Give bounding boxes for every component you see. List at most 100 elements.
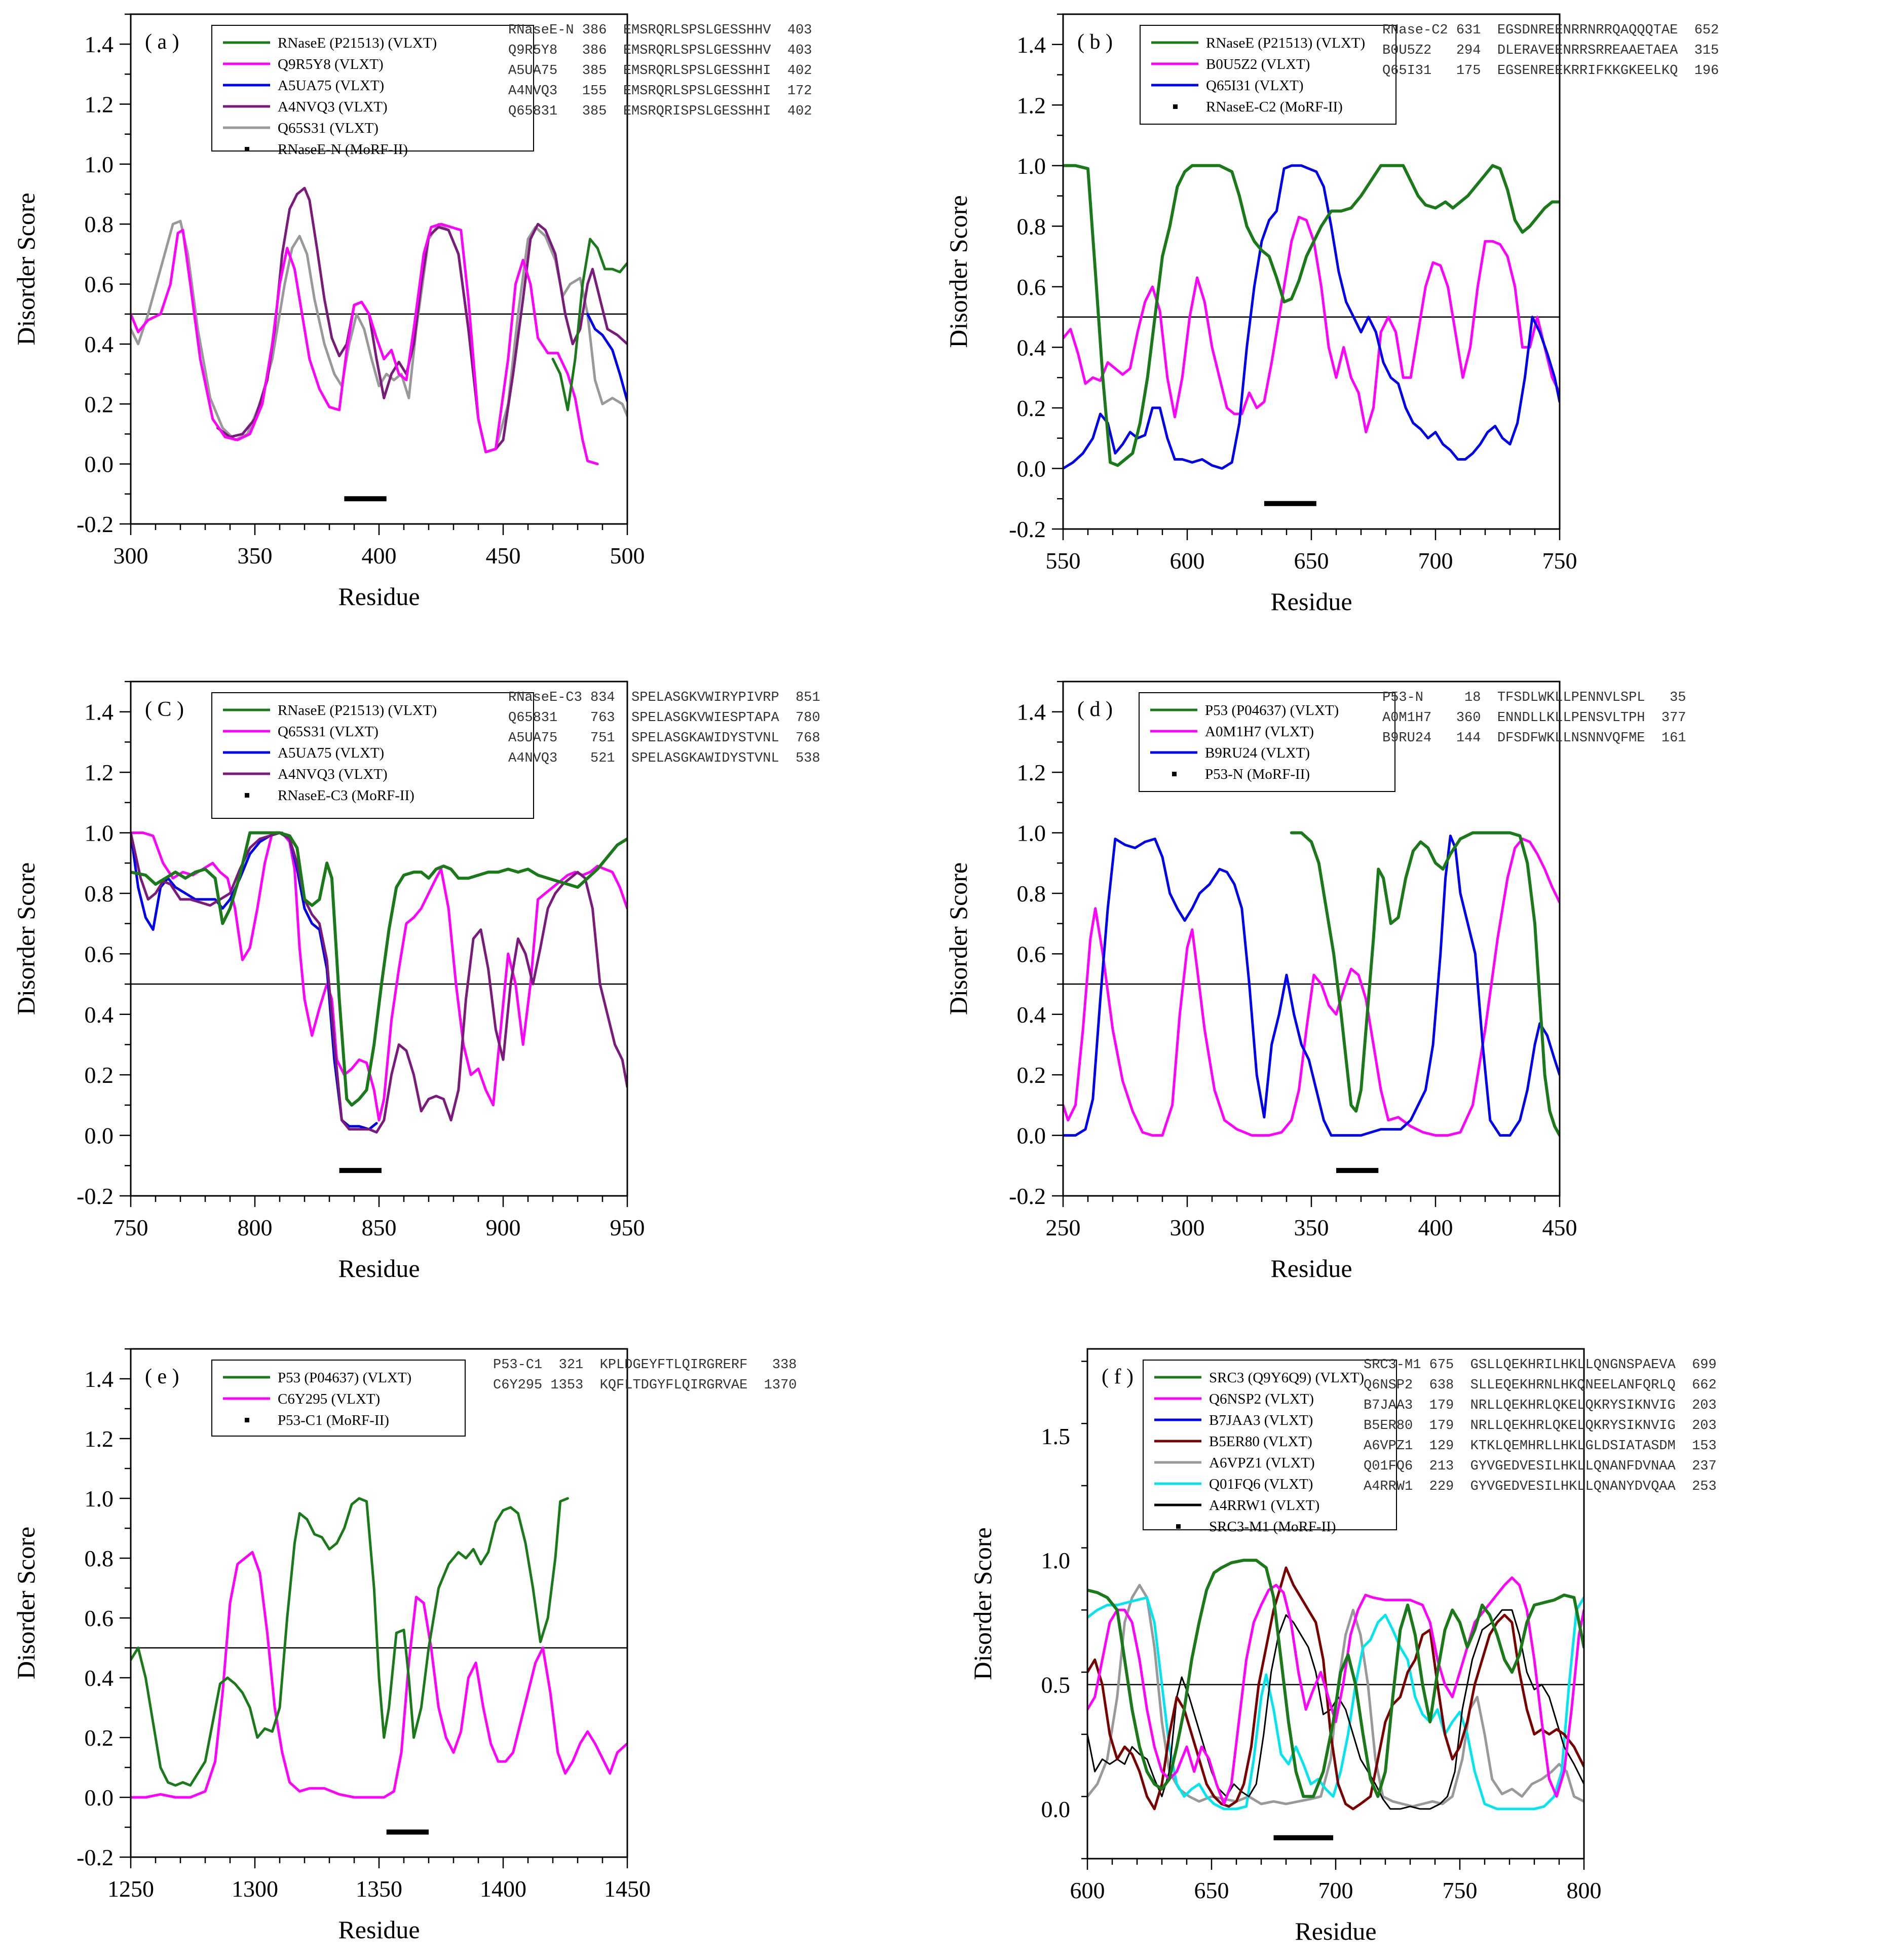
legend-item: A4NVQ3 (VLXT) (278, 99, 388, 115)
x-tick-label: 500 (610, 543, 645, 569)
x-tick-label: 1350 (356, 1876, 402, 1902)
legend-item: A4RRW1 (VLXT) (1209, 1497, 1319, 1514)
y-axis-title: Disorder Score (944, 862, 972, 1015)
y-tick-label: 0.4 (1017, 1002, 1046, 1028)
panel-label: ( a ) (145, 30, 179, 54)
y-tick-label: 0.8 (85, 881, 114, 907)
y-tick-label: 1.0 (85, 820, 114, 846)
x-axis-title: Residue (1270, 1254, 1352, 1283)
legend-item: A6VPZ1 (VLXT) (1209, 1455, 1315, 1471)
series-line-1 (1087, 1596, 1584, 1811)
y-axis-title: Disorder Score (968, 1527, 997, 1680)
legend-marker (1176, 1524, 1181, 1529)
y-tick-label: 0.6 (85, 1605, 114, 1631)
sequence-line: C6Y295 1353 KQFLTDGYFLQIRGRVAE 1370 (493, 1378, 797, 1393)
x-tick-label: 750 (1542, 548, 1577, 574)
legend-item: B5ER80 (VLXT) (1209, 1434, 1312, 1450)
sequence-line: Q01FQ6 213 GYVGEDVESILHKLLQNANFDVNAA 237 (1364, 1459, 1717, 1474)
series-line-2 (131, 832, 627, 1134)
legend: P53 (P04637) (VLXT) C6Y295 (VLXT) P53-C1 (… (211, 1360, 466, 1437)
x-tick-label: 350 (1294, 1215, 1329, 1240)
y-tick-label: 1.4 (85, 31, 114, 57)
series-group (131, 831, 627, 1134)
legend: P53 (P04637) (VLXT) A0M1H7 (VLXT) B9RU24 (… (1139, 692, 1395, 792)
y-tick-label: -0.2 (1009, 516, 1046, 542)
legend-item: RNaseE (P21513) (VLXT) (278, 702, 437, 719)
legend-item: P53 (P04637) (VLXT) (278, 1370, 411, 1386)
series-group (131, 186, 627, 466)
legend: RNaseE (P21513) (VLXT) B0U5Z2 (VLXT) Q65I3… (1140, 25, 1396, 125)
series-group (1063, 831, 1560, 1137)
legend-item: SRC3-M1 (MoRF-II) (1209, 1519, 1336, 1535)
legend-item: A5UA75 (VLXT) (278, 78, 384, 94)
chart-panel-a: 300 350 400 450 500 -0.2 0.0 0.2 0.4 0.6 0.8 1.0 1.2… (12, 13, 812, 611)
legend-item: P53-C1 (MoRF-II) (278, 1412, 389, 1428)
y-tick-label: 0.0 (85, 451, 114, 477)
y-tick-label: 0.0 (1017, 456, 1046, 481)
y-axis-title: Disorder Score (12, 1527, 40, 1679)
x-axis-title: Residue (1270, 587, 1352, 616)
y-tick-label: 1.2 (85, 760, 114, 785)
chart-panel-c: 750 800 850 900 950 -0.2 0.0 0.2 0.4 0.6 0.8 1.0 1.2… (12, 681, 820, 1283)
x-tick-label: 900 (486, 1215, 521, 1240)
sequence-line: A4RRW1 229 GYVGEDVESILHKLLQNANYDVQAA 253 (1364, 1479, 1717, 1494)
legend: RNaseE (P21513) (VLXT) Q65S31 (VLXT) A5UA7… (211, 692, 534, 819)
x-tick-label: 450 (1542, 1215, 1577, 1240)
series-line-3 (131, 831, 627, 1107)
y-tick-label: 1.4 (1017, 32, 1046, 58)
chart-panel-b: 550 600 650 700 750 -0.2 0.0 0.2 0.4 0.6 0.8 1.0 1.2… (944, 13, 1719, 616)
x-tick-label: 300 (114, 543, 148, 569)
sequence-line: SRC3-M1 675 GSLLQEKHRILHKLLQNGNSPAEVA 69… (1364, 1358, 1717, 1373)
y-tick-label: 1.2 (85, 1426, 114, 1452)
x-tick-label: 800 (238, 1215, 273, 1240)
y-tick-label: 0.5 (1041, 1672, 1071, 1698)
legend-marker (245, 147, 249, 152)
x-tick-label: 300 (1170, 1215, 1205, 1240)
series-line-4 (551, 238, 627, 411)
sequence-line: A0M1H7 360 ENNDLLKLLPENSVLTPH 377 (1382, 710, 1686, 726)
panel-label: ( f ) (1102, 1365, 1134, 1388)
x-tick-label: 700 (1418, 548, 1453, 574)
x-tick-label: 400 (1418, 1215, 1453, 1240)
chart-panel-f: 600 650 700 750 800 0.0 0.5 1.0 1.5 Residue Disord… (968, 1348, 1717, 1945)
legend-item: Q01FQ6 (VLXT) (1209, 1476, 1313, 1492)
sequence-line: Q6NSP2 638 SLLEQEKHRNLHKQNEELANFQRLQ 662 (1364, 1378, 1717, 1393)
x-tick-label: 650 (1194, 1877, 1229, 1903)
x-tick-label: 850 (362, 1215, 397, 1240)
series-line-4 (1087, 1576, 1584, 1805)
sequence-line: B5ER80 179 NRLLQEKHRLQKELQKRYSIKNVIG 203 (1364, 1418, 1717, 1434)
x-tick-label: 800 (1567, 1877, 1602, 1903)
legend-box (211, 692, 534, 819)
x-tick-label: 1300 (232, 1876, 278, 1902)
x-tick-label: 600 (1070, 1877, 1105, 1903)
y-tick-label: 1.4 (1017, 699, 1046, 725)
x-tick-label: 250 (1046, 1215, 1081, 1240)
legend-item: B9RU24 (VLXT) (1205, 745, 1310, 761)
series-line-1 (1063, 835, 1560, 1137)
legend: RNaseE (P21513) (VLXT) Q9R5Y8 (VLXT) A5UA7… (211, 25, 534, 158)
legend-item: RNaseE (P21513) (VLXT) (1206, 35, 1365, 51)
x-tick-label: 650 (1294, 548, 1329, 574)
series-line-3 (586, 313, 627, 402)
series-line-1 (131, 1497, 569, 1787)
y-tick-label: 0.4 (1017, 334, 1046, 360)
sequence-line: B9RU24 144 DFSDFWKLLNSNNVQFME 161 (1382, 731, 1686, 746)
x-tick-label: 350 (238, 543, 273, 569)
y-tick-label: 0.8 (85, 1546, 114, 1571)
y-tick-label: 0.4 (85, 331, 114, 357)
chart-panel-d: 250 300 350 400 450 -0.2 0.0 0.2 0.4 0.6 0.8 1.0 1.2… (944, 681, 1686, 1283)
x-axis-title: Residue (1295, 1917, 1376, 1945)
sequence-line: Q65831 385 EMSRQRISPSLGESSHHI 402 (508, 104, 812, 119)
y-tick-label: 0.2 (85, 391, 114, 417)
series-group (131, 1497, 627, 1799)
y-tick-label: 0.2 (85, 1725, 114, 1751)
legend-item: P53-N (MoRF-II) (1205, 766, 1310, 782)
y-tick-label: 0.6 (1017, 274, 1046, 300)
x-tick-label: 600 (1170, 548, 1205, 574)
y-tick-label: 0.8 (1017, 881, 1046, 907)
series-line-5 (1087, 1559, 1584, 1798)
legend-item: B7JAA3 (VLXT) (1209, 1412, 1313, 1428)
legend-item: P53 (P04637) (VLXT) (1205, 702, 1339, 719)
series-line-0 (1087, 1584, 1584, 1808)
sequence-line: P53-C1 321 KPLDGEYFTLQIRGRERF 338 (493, 1358, 797, 1373)
